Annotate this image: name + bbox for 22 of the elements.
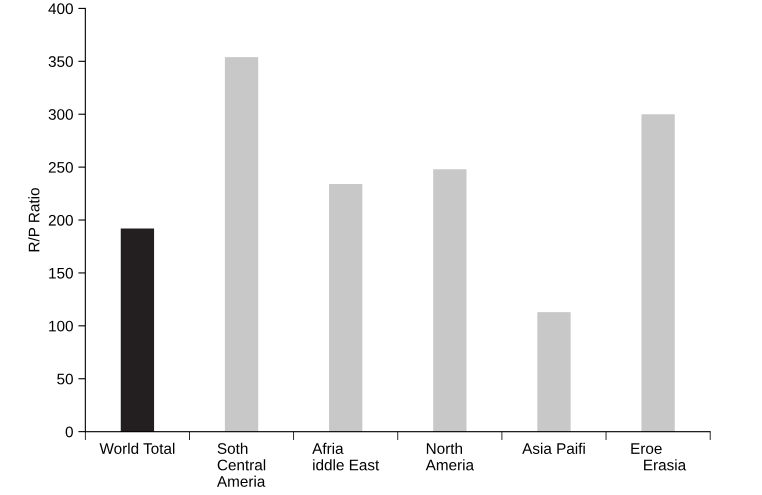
bar xyxy=(641,114,675,432)
x-tick-label: World Total xyxy=(100,442,174,454)
y-tick-label: 200 xyxy=(48,214,73,226)
y-tick-label: 250 xyxy=(48,162,73,173)
x-tick-label: North Ameria xyxy=(426,442,474,470)
x-tick-label: Eroe Erasia xyxy=(631,443,686,470)
y-tick-label: 300 xyxy=(48,109,73,120)
y-tick-label: 400 xyxy=(48,3,73,14)
y-tick-label: 0 xyxy=(66,426,73,438)
y-tick-label: 350 xyxy=(48,56,73,68)
bar xyxy=(224,57,258,432)
y-axis-title: R/P Ratio xyxy=(28,188,40,252)
x-tick-label: Soth Central Ameria xyxy=(216,442,266,487)
y-tick-label: 50 xyxy=(57,374,73,384)
bar xyxy=(329,184,362,432)
bar xyxy=(433,169,466,432)
y-tick-label: 150 xyxy=(49,268,73,279)
x-tick-label: Asia Paifi xyxy=(522,442,585,454)
x-tick-label: Afria iddle East xyxy=(312,442,380,470)
bar xyxy=(537,312,571,432)
bar xyxy=(120,228,154,432)
y-tick-label: 100 xyxy=(49,320,73,332)
